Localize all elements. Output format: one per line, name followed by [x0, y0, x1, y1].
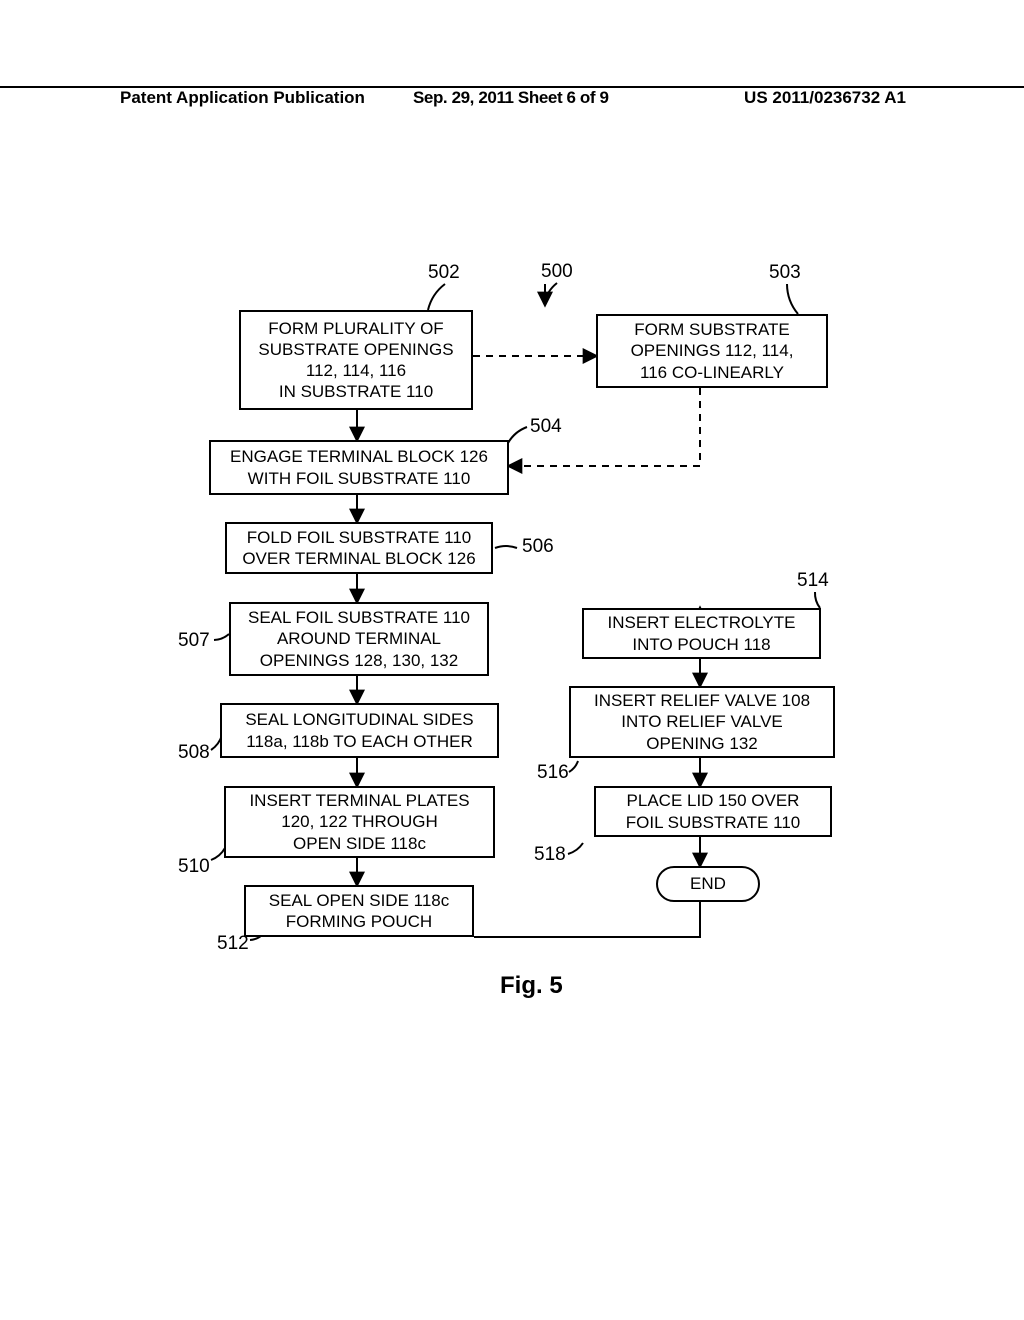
- flow-box-b510: INSERT TERMINAL PLATES120, 122 THROUGHOP…: [224, 786, 495, 858]
- ref-label-l504: 504: [530, 416, 562, 438]
- ref-label-l502: 502: [428, 262, 460, 284]
- diagram-canvas: FORM PLURALITY OFSUBSTRATE OPENINGS112, …: [0, 0, 1024, 1320]
- ref-label-l518: 518: [534, 844, 566, 866]
- ref-label-l512: 512: [217, 933, 249, 955]
- flow-box-b502: FORM PLURALITY OFSUBSTRATE OPENINGS112, …: [239, 310, 473, 410]
- figure-caption: Fig. 5: [500, 972, 563, 1000]
- diagram-svg: [0, 0, 1024, 1320]
- flow-box-b507: SEAL FOIL SUBSTRATE 110AROUND TERMINALOP…: [229, 602, 489, 676]
- flow-box-b506: FOLD FOIL SUBSTRATE 110OVER TERMINAL BLO…: [225, 522, 493, 574]
- flow-box-end: END: [656, 866, 760, 902]
- flow-box-b504: ENGAGE TERMINAL BLOCK 126WITH FOIL SUBST…: [209, 440, 509, 495]
- ref-label-l500: 500: [541, 261, 573, 283]
- flow-box-b508: SEAL LONGITUDINAL SIDES118a, 118b TO EAC…: [220, 703, 499, 758]
- ref-label-l507: 507: [178, 630, 210, 652]
- ref-label-l503: 503: [769, 262, 801, 284]
- ref-label-l516: 516: [537, 762, 569, 784]
- flow-box-b514: INSERT ELECTROLYTEINTO POUCH 118: [582, 608, 821, 659]
- flow-box-b503: FORM SUBSTRATEOPENINGS 112, 114,116 CO-L…: [596, 314, 828, 388]
- ref-label-l506: 506: [522, 536, 554, 558]
- flow-box-b512: SEAL OPEN SIDE 118cFORMING POUCH: [244, 885, 474, 937]
- ref-label-l514: 514: [797, 570, 829, 592]
- ref-label-l510: 510: [178, 856, 210, 878]
- flow-box-b516: INSERT RELIEF VALVE 108INTO RELIEF VALVE…: [569, 686, 835, 758]
- flow-box-b518: PLACE LID 150 OVERFOIL SUBSTRATE 110: [594, 786, 832, 837]
- ref-label-l508: 508: [178, 742, 210, 764]
